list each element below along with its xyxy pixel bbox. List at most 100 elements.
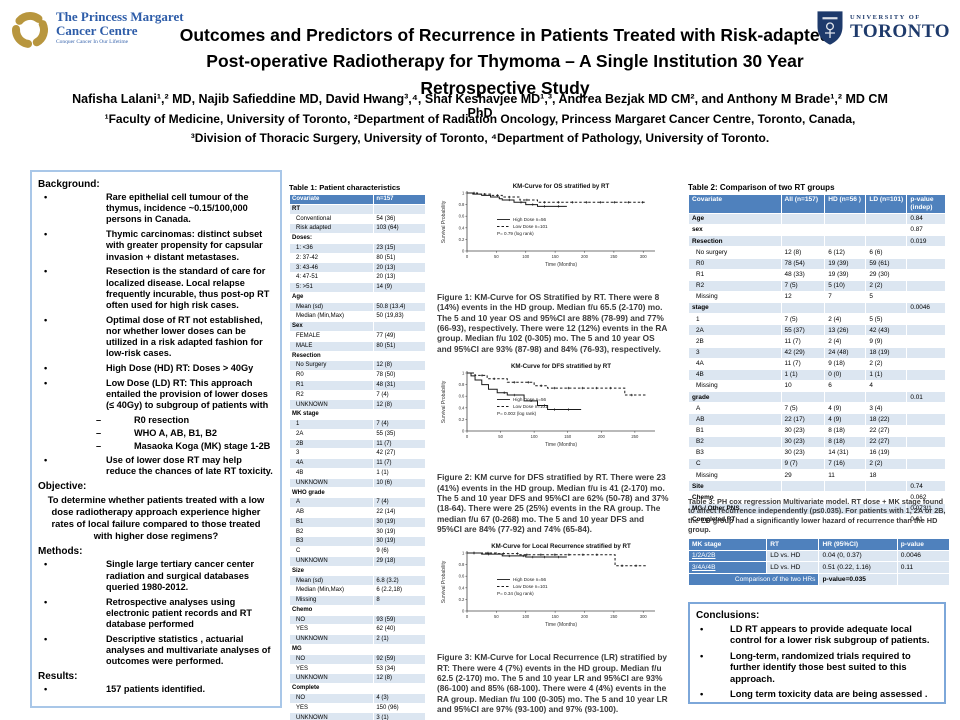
table-cell: Conventional <box>288 213 375 225</box>
table-cell: R2 <box>288 389 375 401</box>
km-chart-dfs: KM-Curve for DFS stratified by RT 0 0.2 0.4… <box>441 363 655 448</box>
table-cell: 42 (43) <box>865 324 908 337</box>
bullet-icon: • <box>44 363 48 374</box>
table-cell <box>906 335 946 348</box>
table-cell: 0.87 <box>906 224 946 237</box>
table-cell <box>906 268 946 281</box>
svg-text:0: 0 <box>466 254 469 259</box>
table-cell <box>373 604 426 616</box>
table-row: B1 30 (23) 8 (18) 22 (27) <box>688 424 946 437</box>
table-cell: Age <box>288 291 375 303</box>
table-cell: 0.11 <box>896 561 951 575</box>
table-row: 1: <36 23 (15) <box>288 242 426 254</box>
table-cell: 4 (3) <box>373 692 426 704</box>
bullet-icon: • <box>44 377 48 388</box>
table-cell: 7 (4) <box>373 418 426 430</box>
table-cell: 2 (4) <box>824 335 867 348</box>
table1-header-n: n=157 <box>373 194 426 205</box>
table-cell <box>906 257 946 270</box>
table-cell <box>373 643 426 655</box>
table-row: UNKNOWN 12 (8) <box>288 673 426 685</box>
table-cell: sex <box>688 224 782 237</box>
table-cell: 5 <box>865 290 908 304</box>
table-cell: 11 (7) <box>780 357 826 370</box>
bullet-icon: • <box>44 454 48 465</box>
dash-icon: – <box>96 428 102 439</box>
table-row: 4: 47-51 20 (13) <box>288 272 426 284</box>
table-cell <box>906 435 946 448</box>
table-cell: p-value=0.035 <box>818 573 898 586</box>
svg-text:150: 150 <box>552 614 560 619</box>
table-row: NO 4 (3) <box>288 692 426 704</box>
bullet-icon: • <box>44 192 48 202</box>
table-row: 2B 11 (7) 2 (4) 9 (9) <box>688 335 946 348</box>
table-cell: 50.8 (13.4) <box>373 301 426 313</box>
table3-header-rt: RT <box>766 537 820 551</box>
table-cell: 9 (7) <box>780 458 826 471</box>
table-cell: 4A <box>688 357 782 370</box>
pm-logo-line2: Cancer Centre <box>56 22 138 38</box>
table2-header-hd: HD (n=56 ) <box>824 194 867 214</box>
svg-text:0.6: 0.6 <box>459 394 465 399</box>
table-cell: 30 (19) <box>373 516 426 528</box>
svg-text:0.2: 0.2 <box>459 237 465 242</box>
table-cell: 62 (40) <box>373 624 426 636</box>
table-cell: 22 (27) <box>865 424 908 437</box>
table-cell: 18 (19) <box>865 346 908 359</box>
svg-text:250: 250 <box>631 434 639 439</box>
svg-text:0.4: 0.4 <box>459 405 465 410</box>
table-cell: 20 (13) <box>373 272 426 284</box>
table-cell: 30 (23) <box>780 446 826 460</box>
table-cell: 10 <box>780 380 826 393</box>
table-row: R1 48 (31) <box>288 379 426 391</box>
table-row: Resection <box>288 350 426 362</box>
table-cell: WHO grade <box>288 487 375 499</box>
table-cell <box>373 233 426 244</box>
table-row: No Surgery 12 (8) <box>288 360 426 372</box>
table-cell <box>906 446 946 460</box>
table-cell <box>906 380 946 393</box>
table-cell: 7 (5) <box>780 313 826 326</box>
table-cell: 4: 47-51 <box>288 272 375 284</box>
figure3-block: KM-Curve for Local Recurrence stratified… <box>437 541 670 714</box>
table-cell <box>373 203 426 215</box>
table-row: 3 42 (29) 24 (48) 18 (19) <box>688 346 946 359</box>
table-cell: 22 (27) <box>865 435 908 448</box>
table-cell: R0 <box>688 257 782 270</box>
table-cell <box>780 212 826 226</box>
table-row: B3 30 (19) <box>288 536 426 548</box>
table-cell: 5 (5) <box>865 313 908 326</box>
svg-text:P= 0.002 (log rank): P= 0.002 (log rank) <box>497 411 537 416</box>
table2-header-row: Covariate All (n=157) HD (n=56 ) LD (n=1… <box>688 194 946 214</box>
svg-text:Time (Months): Time (Months) <box>545 442 577 448</box>
table-cell <box>906 346 946 359</box>
table-cell <box>906 458 946 471</box>
table-cell <box>865 302 908 315</box>
table1-body: RT Conventional 54 (36) Risk adapted 103 (64… <box>288 203 426 720</box>
bullet-icon: • <box>700 623 704 634</box>
svg-text:0.6: 0.6 <box>459 214 465 219</box>
table-cell <box>865 391 908 404</box>
table-cell: 0.04 (0, 0.37) <box>818 549 898 563</box>
table-cell: AB <box>688 413 782 426</box>
table-row: 4B 1 (1) <box>288 467 426 479</box>
table-cell <box>824 302 867 315</box>
table-cell: YES <box>288 702 375 714</box>
svg-text:150: 150 <box>552 254 560 259</box>
svg-text:0.8: 0.8 <box>459 382 465 387</box>
figure2-block: KM-Curve for DFS stratified by RT 0 0.2 0.4… <box>437 361 670 534</box>
table-cell: 8 <box>373 595 426 606</box>
uoft-crest-icon <box>817 11 843 45</box>
table-row: Site 0.74 <box>688 480 946 493</box>
bullet-item: • High Dose (HD) RT: Doses > 40Gy <box>38 363 274 374</box>
table-cell: B1 <box>288 516 375 528</box>
table2: Covariate All (n=157) HD (n=56 ) LD (n=1… <box>688 194 946 526</box>
table-cell: 3/4A/4B <box>687 561 768 575</box>
table-cell: Comparison of the two HRs <box>687 573 820 586</box>
svg-text:High Dose n=56: High Dose n=56 <box>513 577 547 582</box>
table-row: R2 7 (4) <box>288 389 426 401</box>
table1-header-covariate: Covariate <box>288 194 375 205</box>
table-cell: 0.01 <box>906 391 946 404</box>
